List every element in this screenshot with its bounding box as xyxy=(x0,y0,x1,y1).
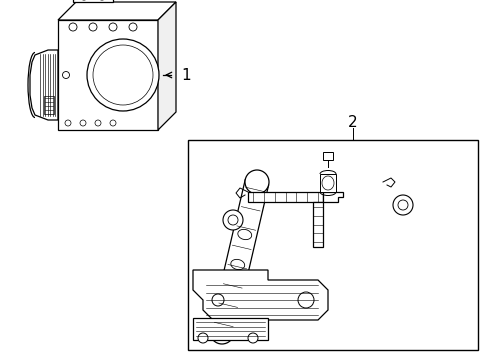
Bar xyxy=(44,96,54,114)
Circle shape xyxy=(87,39,159,111)
Polygon shape xyxy=(248,192,323,202)
Circle shape xyxy=(245,170,269,194)
Circle shape xyxy=(393,195,413,215)
Circle shape xyxy=(223,210,243,230)
Bar xyxy=(323,152,333,160)
Circle shape xyxy=(248,333,258,343)
Polygon shape xyxy=(323,192,343,202)
Polygon shape xyxy=(58,2,176,20)
Bar xyxy=(58,20,158,130)
Circle shape xyxy=(198,333,208,343)
Polygon shape xyxy=(158,2,176,130)
Text: 1: 1 xyxy=(181,68,191,82)
Polygon shape xyxy=(73,0,113,2)
Bar xyxy=(188,140,478,350)
Circle shape xyxy=(210,320,234,344)
Polygon shape xyxy=(30,50,58,120)
Bar xyxy=(320,174,336,192)
Text: 2: 2 xyxy=(348,114,358,130)
Polygon shape xyxy=(193,270,328,320)
Polygon shape xyxy=(210,179,269,335)
Polygon shape xyxy=(313,202,323,247)
Polygon shape xyxy=(193,318,268,340)
